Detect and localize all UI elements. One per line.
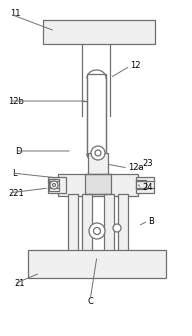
Circle shape xyxy=(95,150,101,156)
Text: 11: 11 xyxy=(10,9,21,18)
Bar xyxy=(68,194,78,256)
Bar xyxy=(136,180,146,189)
Circle shape xyxy=(50,181,58,189)
Text: 24: 24 xyxy=(142,183,152,193)
Bar xyxy=(49,179,59,191)
Text: 12b: 12b xyxy=(8,96,24,106)
Text: D: D xyxy=(15,146,22,156)
Bar xyxy=(43,20,155,44)
Bar xyxy=(48,177,66,193)
Text: C: C xyxy=(87,296,93,305)
Bar xyxy=(88,153,108,188)
Bar xyxy=(58,174,138,196)
Circle shape xyxy=(52,183,55,186)
Bar xyxy=(85,174,111,194)
Bar xyxy=(104,194,114,256)
Text: B: B xyxy=(148,216,154,225)
Circle shape xyxy=(113,224,121,232)
Text: 23: 23 xyxy=(142,160,153,168)
Circle shape xyxy=(91,146,105,160)
Bar xyxy=(136,177,154,193)
Circle shape xyxy=(94,227,100,235)
Text: 21: 21 xyxy=(14,280,25,289)
Bar xyxy=(87,74,106,156)
Text: 12a: 12a xyxy=(128,164,144,172)
Text: L: L xyxy=(12,168,17,177)
Bar xyxy=(28,250,166,278)
Bar xyxy=(118,194,128,256)
Text: 221: 221 xyxy=(8,188,24,198)
Bar xyxy=(82,194,92,256)
Circle shape xyxy=(89,223,105,239)
Text: 12: 12 xyxy=(130,61,141,71)
